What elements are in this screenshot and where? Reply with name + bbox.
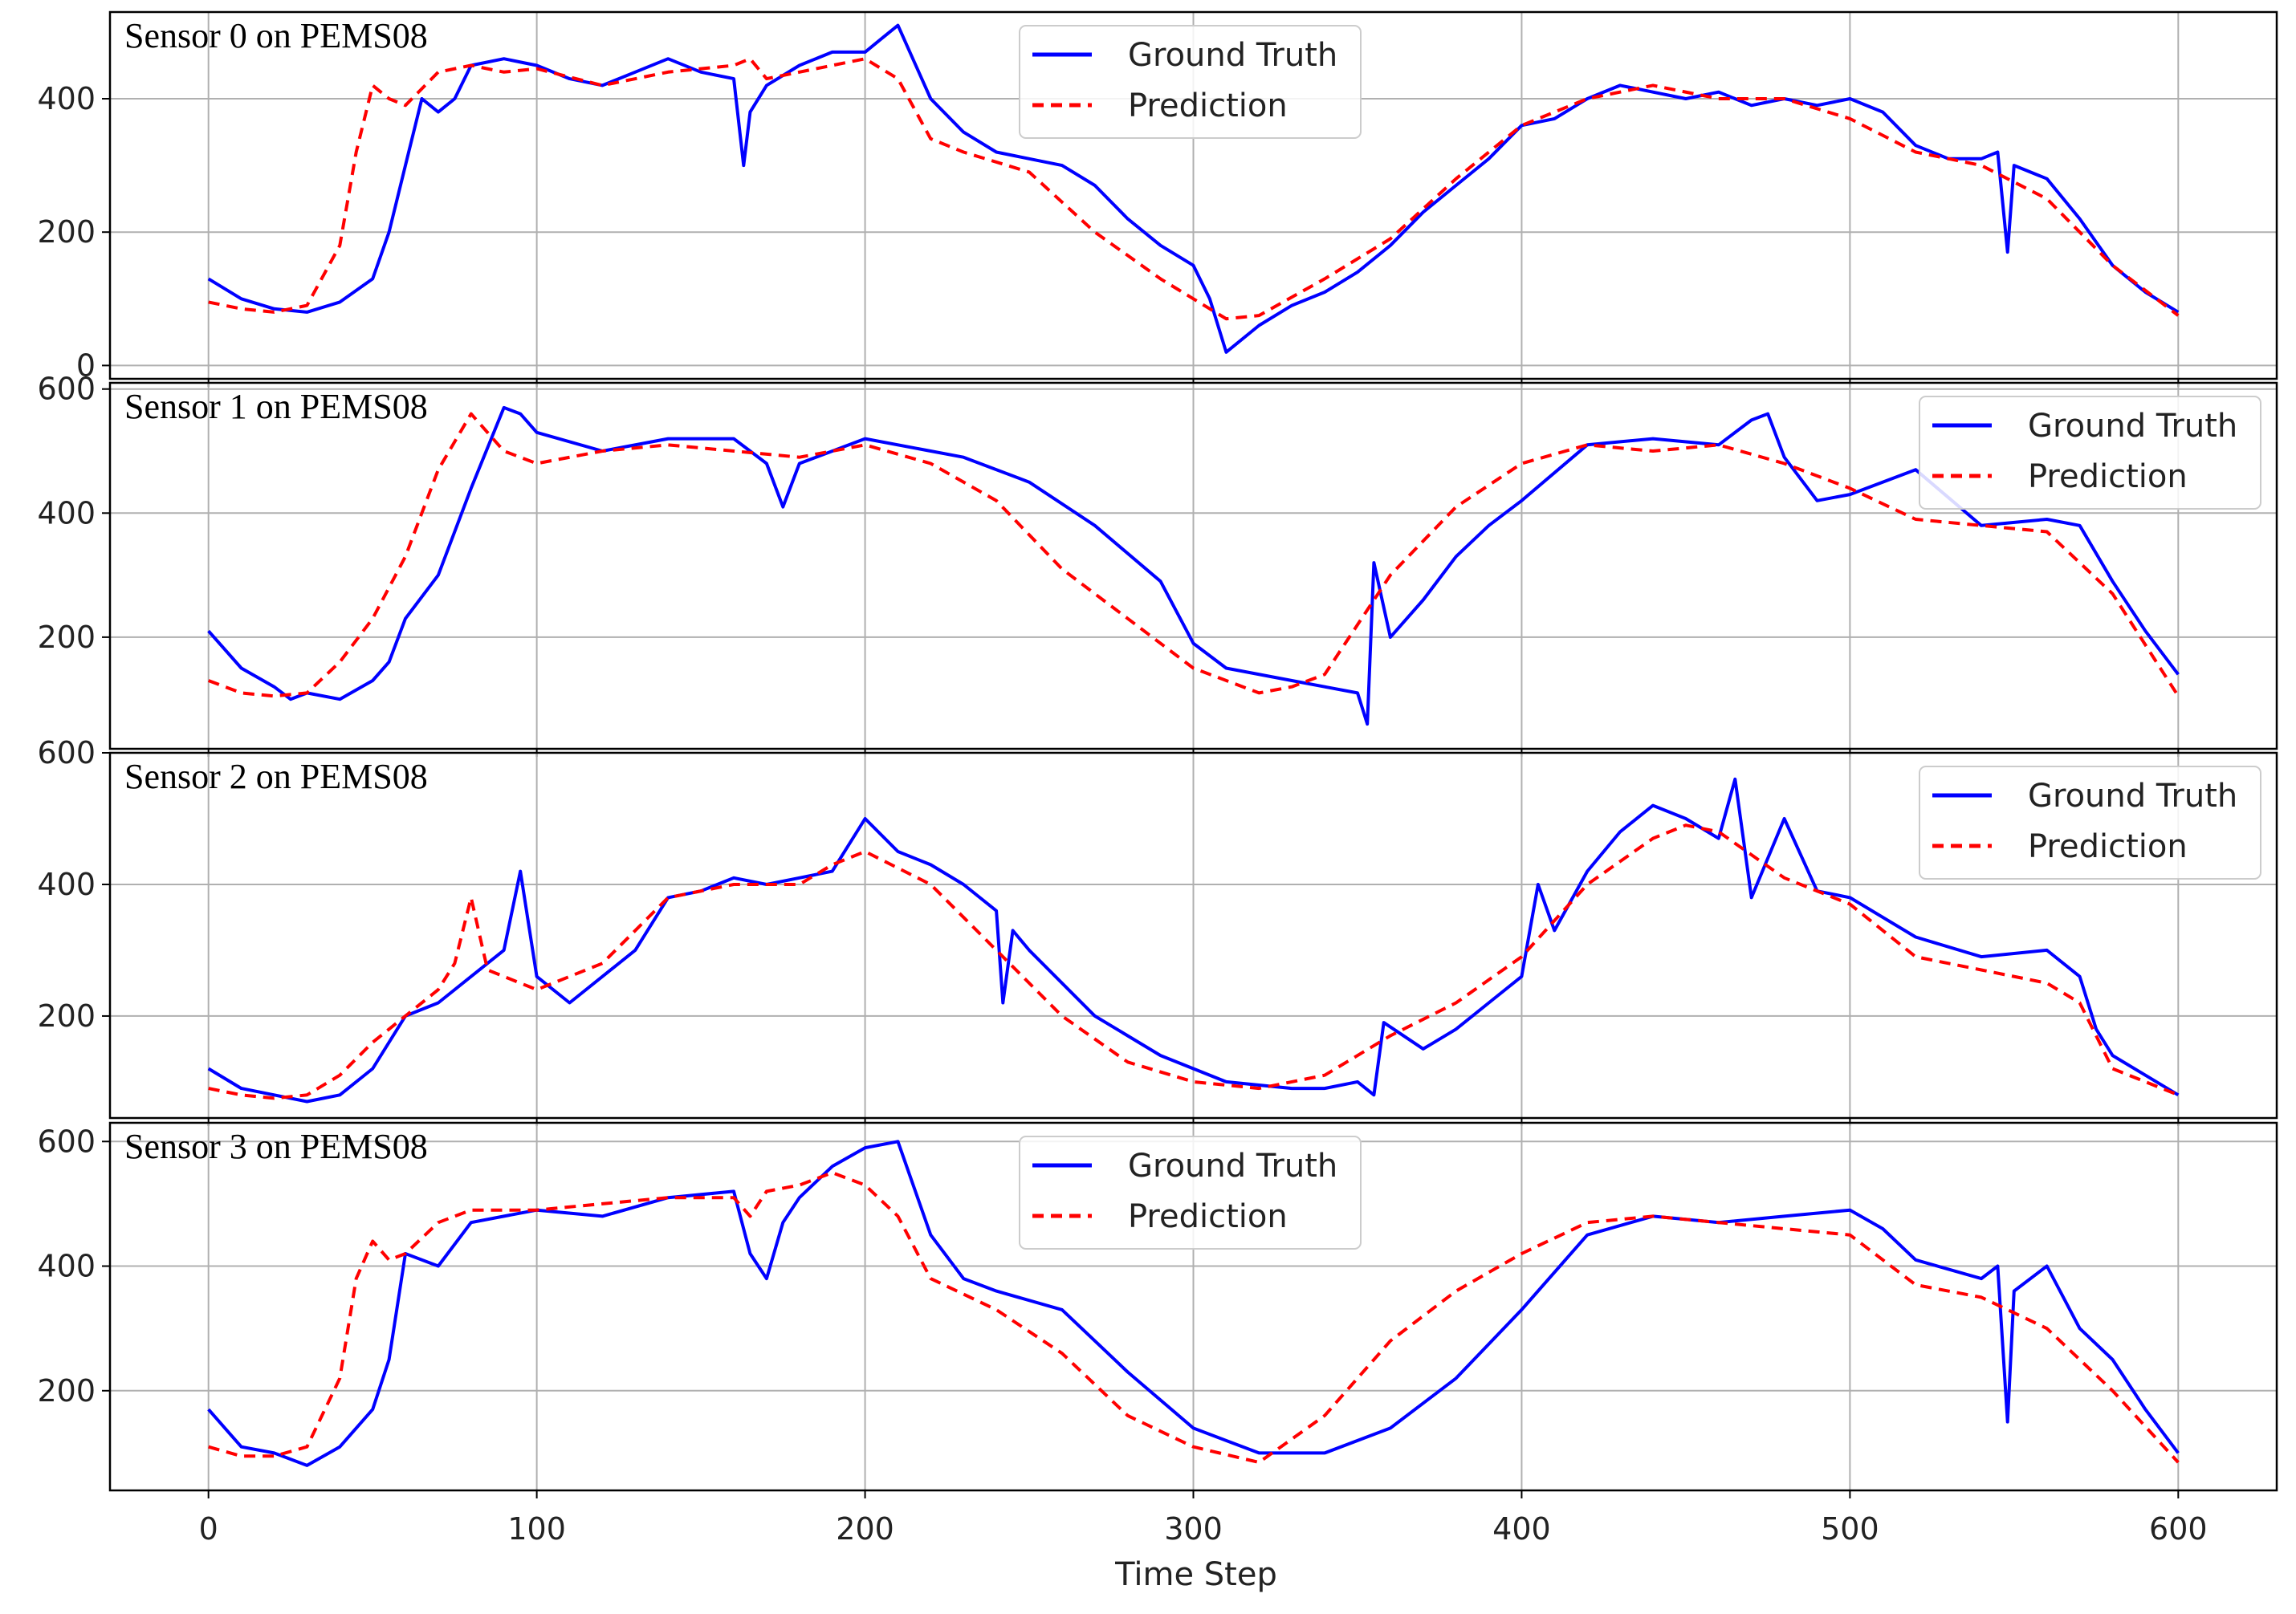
panel-title: Sensor 3 on PEMS08: [124, 1127, 428, 1166]
y-tick-label: 600: [37, 372, 96, 407]
series-group: [207, 23, 2180, 354]
y-tick-label: 400: [37, 1249, 96, 1284]
series-group: [207, 777, 2180, 1104]
y-tick-label: 400: [37, 867, 96, 902]
legend-box: [1019, 25, 1362, 139]
legend-prediction-label: Prediction: [1128, 1198, 1288, 1235]
series-group: [207, 1140, 2180, 1467]
axes-frame: [108, 10, 2278, 380]
ground-truth-line: [207, 405, 2180, 726]
legend-truth-label: Ground Truth: [2028, 778, 2237, 815]
axes-frame: [108, 1121, 2278, 1492]
panel-sensor-0: 0 200 400 Sensor 0 on PEMS08 Ground Truth Pre…: [37, 10, 2278, 387]
legend: Ground Truth Prediction: [1019, 1136, 1362, 1250]
x-tick-label: 0: [199, 1511, 218, 1547]
series-group: [207, 405, 2180, 726]
panel-sensor-3: 200 400 600 Sensor 3 on PEMS08 Ground Truth P…: [37, 1121, 2278, 1498]
ground-truth-line: [207, 23, 2180, 354]
legend-truth-label: Ground Truth: [2028, 408, 2237, 445]
y-tick-label: 400: [37, 495, 96, 531]
y-tick-label: 600: [37, 1124, 96, 1159]
y-tick-label: 600: [37, 735, 96, 770]
prediction-line: [208, 1171, 2180, 1465]
legend-box: [1919, 766, 2261, 880]
prediction-line: [208, 57, 2180, 321]
x-tick-label: 100: [507, 1511, 566, 1547]
prediction-line: [207, 412, 2180, 698]
legend: Ground Truth Prediction: [1019, 25, 1362, 139]
x-tick-label: 600: [2149, 1511, 2208, 1547]
ground-truth-line: [207, 777, 2180, 1104]
y-tick-label: 200: [37, 998, 96, 1034]
panels: 0 200 400 Sensor 0 on PEMS08 Ground Truth Pre…: [37, 10, 2278, 1547]
prediction-line: [208, 823, 2180, 1100]
axes-frame: [108, 751, 2278, 1120]
ground-truth-line: [207, 1140, 2180, 1467]
x-tick-label: 200: [836, 1511, 894, 1547]
panel-title: Sensor 0 on PEMS08: [124, 16, 428, 55]
legend-truth-label: Ground Truth: [1128, 1148, 1337, 1185]
panel-title: Sensor 2 on PEMS08: [124, 757, 428, 796]
y-tick-label: 200: [37, 620, 96, 655]
axes-frame: [108, 381, 2278, 750]
x-tick-label: 400: [1492, 1511, 1551, 1547]
x-tick-label: 300: [1164, 1511, 1223, 1547]
panel-sensor-1: 200 400 600 Sensor 1 on PEMS08 Ground Truth P…: [37, 372, 2278, 757]
legend-box: [1919, 396, 2261, 510]
legend-prediction-label: Prediction: [2028, 828, 2188, 865]
y-tick-label: 400: [37, 81, 96, 116]
legend-prediction-label: Prediction: [1128, 87, 1288, 124]
x-axis-label: Time Step: [1114, 1556, 1277, 1593]
y-tick-label: 200: [37, 1373, 96, 1409]
y-tick-label: 200: [37, 214, 96, 250]
legend-truth-label: Ground Truth: [1128, 37, 1337, 74]
legend: Ground Truth Prediction: [1919, 396, 2261, 510]
panel-sensor-2: 200 400 600 Sensor 2 on PEMS08 Ground Truth P…: [37, 735, 2278, 1126]
y-tick-label: 0: [76, 348, 96, 383]
legend-box: [1019, 1136, 1362, 1250]
legend: Ground Truth Prediction: [1919, 766, 2261, 880]
panel-title: Sensor 1 on PEMS08: [124, 387, 428, 426]
legend-prediction-label: Prediction: [2028, 458, 2188, 495]
x-tick-label: 500: [1821, 1511, 1879, 1547]
